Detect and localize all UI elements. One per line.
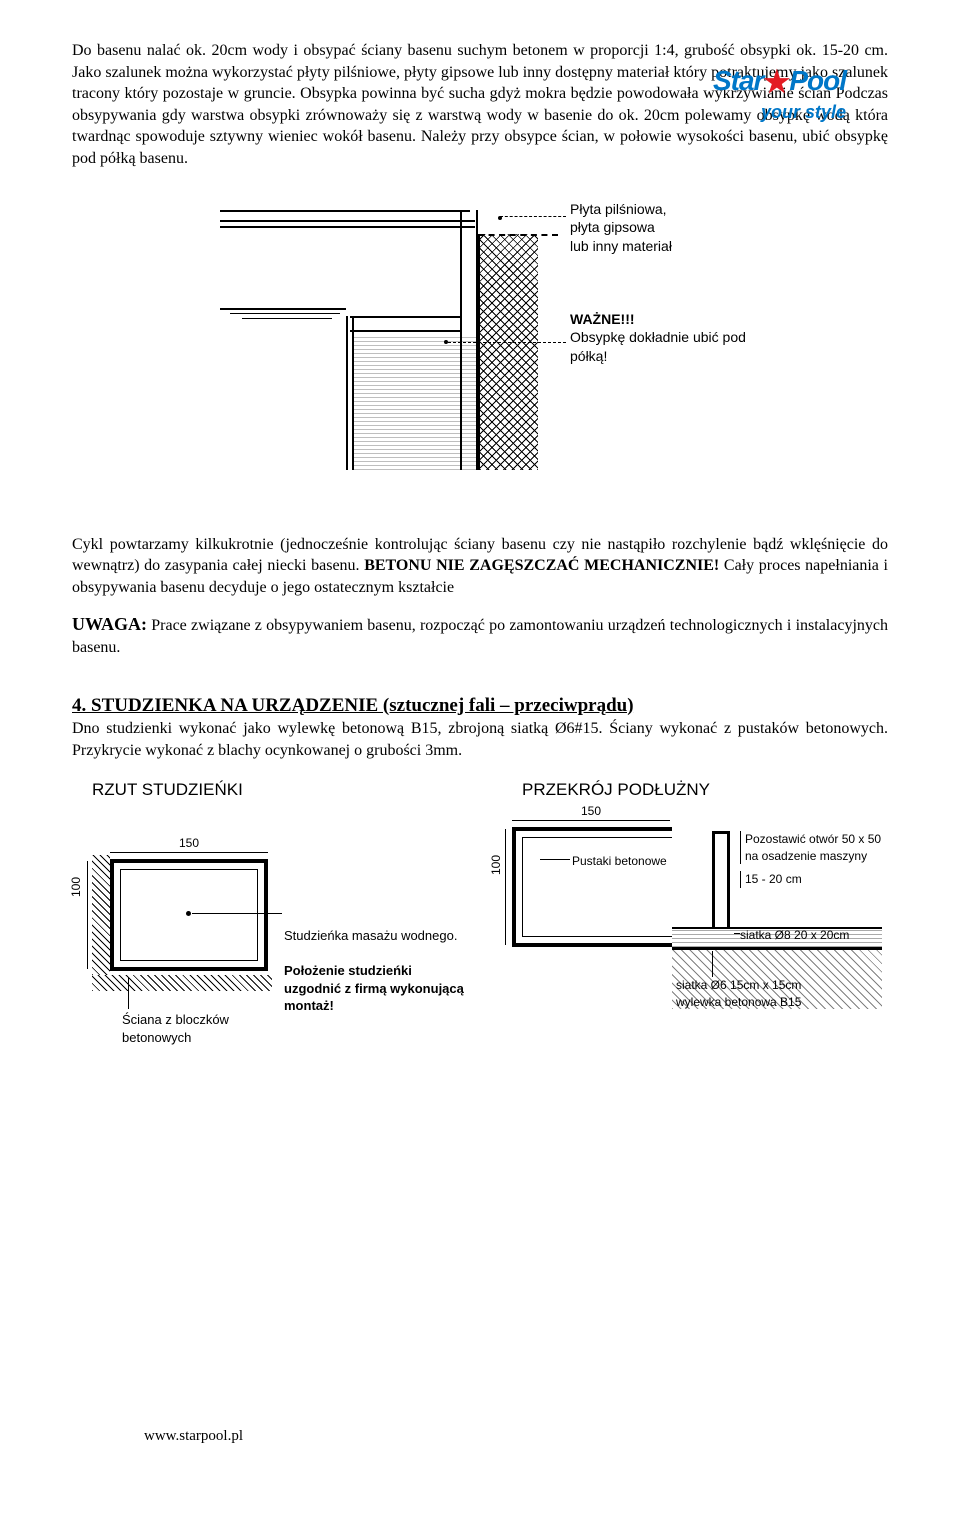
d1-line bbox=[220, 210, 470, 250]
d2-leader bbox=[192, 913, 282, 914]
d2-plan-label-1-l1: Studzieńka masażu wodnego. bbox=[284, 928, 457, 943]
section-4-heading: 4. STUDZIENKA NA URZĄDZENIE (sztucznej f… bbox=[72, 693, 888, 719]
d1-dash bbox=[478, 234, 558, 236]
body-paragraph-2: Cykl powtarzamy kilkukrotnie (jednocześn… bbox=[72, 534, 888, 599]
d2-plan-label-1: Studzieńka masażu wodnego. Położenie stu… bbox=[284, 909, 464, 1014]
d1-callout-wazne: WAŻNE!!! Obsypkę dokładnie ubić pod półk… bbox=[570, 310, 750, 367]
page-footer-url: www.starpool.pl bbox=[144, 1426, 243, 1446]
star-icon: ★ bbox=[763, 66, 789, 99]
d1-leader bbox=[500, 216, 566, 217]
d2-section-inner bbox=[522, 837, 672, 937]
d1-water-line bbox=[220, 308, 346, 310]
d2-dim-150-left: 150 bbox=[110, 835, 268, 852]
d2-label-siatka8: siatka Ø8 20 x 20cm bbox=[740, 927, 900, 943]
section-4: 4. STUDZIENKA NA URZĄDZENIE (sztucznej f… bbox=[72, 693, 888, 762]
d1-line bbox=[220, 220, 475, 228]
uwaga-paragraph: UWAGA: Prace związane z obsypywaniem bas… bbox=[72, 612, 888, 658]
brand-logo: Star★Pool your style bbox=[713, 62, 846, 124]
d1-water-line bbox=[242, 318, 332, 319]
brand-word-a: Star bbox=[713, 65, 763, 96]
uwaga-text: Prace związane z obsypywaniem basenu, ro… bbox=[72, 617, 888, 656]
d2-plan-label-2: Ściana z bloczków betonowych bbox=[122, 1011, 272, 1046]
brand-word-b: Pool bbox=[789, 65, 846, 96]
d2-label-pustaki: Pustaki betonowe bbox=[572, 853, 667, 869]
section-4-text: Dno studzienki wykonać jako wylewkę beto… bbox=[72, 718, 888, 761]
d1-leader-dot bbox=[498, 216, 502, 220]
d2-dim-100-right: 100 bbox=[488, 855, 504, 875]
uwaga-label: UWAGA: bbox=[72, 614, 147, 634]
d2-label-siatka6: siatka Ø6 15cm x 15cm wylewka betonowa B… bbox=[676, 977, 886, 1009]
d2-title-right: PRZEKRÓJ PODŁUŻNY bbox=[522, 779, 710, 802]
d2-leader bbox=[712, 951, 713, 977]
d2-leader bbox=[128, 977, 129, 1009]
d2-title-left: RZUT STUDZIEŃKI bbox=[92, 779, 243, 802]
para2-b-bold: BETONU NIE ZAGĘSZCZAĆ MECHANICZNIE! bbox=[364, 557, 719, 574]
diagram-studzienka: RZUT STUDZIEŃKI PRZEKRÓJ PODŁUŻNY 150 10… bbox=[72, 779, 892, 1089]
d2-dim-100-right-line bbox=[490, 829, 506, 945]
d2-slab-line bbox=[672, 949, 882, 950]
d1-wall bbox=[460, 210, 478, 470]
d2-plan-label-1-bold: Położenie studzieńki uzgodnić z firmą wy… bbox=[284, 963, 464, 1013]
d1-water-line bbox=[230, 313, 340, 314]
d1-leader bbox=[448, 342, 566, 343]
d1-hatch-ground bbox=[478, 234, 538, 470]
d2-hatch bbox=[92, 855, 110, 975]
d2-dim-100-left: 100 bbox=[68, 877, 84, 897]
d1-shelf bbox=[350, 316, 460, 332]
brand-logo-text: Star★Pool bbox=[713, 62, 846, 104]
d1-wazne-text: Obsypkę dokładnie ubić pod półką! bbox=[570, 329, 746, 364]
d1-shelf-v bbox=[346, 316, 354, 470]
d2-hatch bbox=[92, 975, 272, 991]
d2-section-wall bbox=[712, 831, 730, 927]
d1-leader-dot bbox=[444, 340, 448, 344]
d2-dim-150-right: 150 bbox=[512, 803, 670, 820]
d1-wazne-bold: WAŻNE!!! bbox=[570, 311, 635, 327]
d2-label-1520: 15 - 20 cm bbox=[740, 871, 890, 887]
d2-label-otwor: Pozostawić otwór 50 x 50 na osadzenie ma… bbox=[740, 831, 890, 863]
diagram-obsypka: Płyta pilśniowa, płyta gipsowa lub inny … bbox=[200, 190, 760, 510]
d2-leader bbox=[540, 859, 570, 860]
d1-callout-plyta: Płyta pilśniowa, płyta gipsowa lub inny … bbox=[570, 200, 750, 257]
